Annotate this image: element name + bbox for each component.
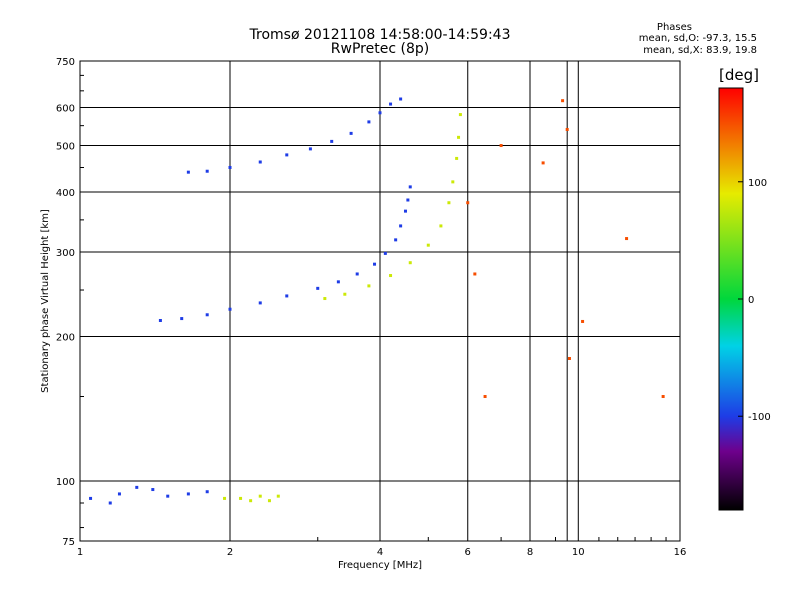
data-point [661,395,665,399]
chart-title-line2: RwPretec (8p) [330,41,430,57]
data-point [330,139,334,143]
data-point [249,499,253,503]
data-point [180,317,184,321]
data-point [258,160,262,164]
data-point [389,274,393,278]
y-tick-label: 200 [56,333,75,344]
data-point [285,294,289,298]
data-point [541,161,545,165]
data-point [408,185,412,189]
data-point [166,494,170,498]
data-point [451,180,455,184]
data-point [367,120,371,124]
y-tick-label: 100 [56,477,75,488]
data-point [276,494,280,498]
data-point [447,201,451,205]
x-tick-label: 1 [77,547,83,558]
x-tick-label: 4 [377,547,383,558]
data-point [399,224,403,228]
data-point [458,113,462,117]
data-point [581,319,585,323]
data-point [399,97,403,101]
data-point [389,102,393,106]
data-point [228,307,232,311]
colorbar-tick-label: -100 [748,412,771,423]
data-point [625,237,629,241]
data-point [228,165,232,169]
data-point [323,297,327,301]
data-point [457,135,461,139]
data-point [285,153,289,157]
data-point [205,169,209,173]
data-point [258,494,262,498]
data-point [205,490,209,494]
x-tick-label: 6 [465,547,471,558]
data-point [186,492,190,496]
y-tick-label: 75 [62,537,75,548]
data-point [483,395,487,399]
data-point [258,301,262,305]
data-point [426,243,430,247]
data-point [406,198,410,202]
phases-title: Phases [656,22,692,33]
phases-mean-o: mean, sd,O: -97.3, 15.5 [638,33,757,44]
data-point [355,272,359,276]
x-tick-label: 8 [527,547,533,558]
y-tick-label: 400 [56,188,75,199]
data-point [499,144,503,148]
x-tick-label: 10 [572,547,585,558]
data-point [394,238,398,242]
colorbar-unit-label: [deg] [719,66,759,84]
data-point [343,292,347,296]
data-point [205,313,209,317]
colorbar-tick-label: 0 [748,295,754,306]
data-point [455,156,459,160]
data-point [367,284,371,288]
data-point [567,356,571,360]
x-axis-label: Frequency [MHz] [338,560,422,571]
y-tick-label: 600 [56,104,75,115]
data-point [473,272,477,276]
data-point [223,496,227,500]
data-point [403,209,407,213]
data-point [336,280,340,284]
data-point [383,251,387,255]
x-tick-label: 16 [674,547,687,558]
y-tick-label: 300 [56,248,75,259]
data-point [408,261,412,265]
data-point [378,111,382,115]
data-point [186,170,190,174]
data-point [565,127,569,131]
y-tick-label: 750 [56,57,75,68]
data-point [151,488,155,492]
phases-mean-x: mean, sd,X: 83.9, 19.8 [643,45,757,56]
data-point [158,318,162,322]
data-point [373,262,377,266]
y-tick-label: 500 [56,142,75,153]
data-point [135,485,139,489]
data-point [466,201,470,205]
data-point [439,224,443,228]
chart-title-line1: Tromsø 20121108 14:58:00-14:59:43 [249,27,511,43]
data-point [561,99,565,103]
data-point [308,147,312,151]
colorbar-tick-label: 100 [748,178,767,189]
data-point [349,131,353,135]
data-point [239,496,243,500]
data-point [108,501,112,505]
data-point [316,286,320,290]
y-axis-label: Stationary phase Virtual Height [km] [40,209,51,393]
data-point [267,499,271,503]
x-tick-label: 2 [227,547,233,558]
data-point [117,492,121,496]
data-point [89,496,93,500]
